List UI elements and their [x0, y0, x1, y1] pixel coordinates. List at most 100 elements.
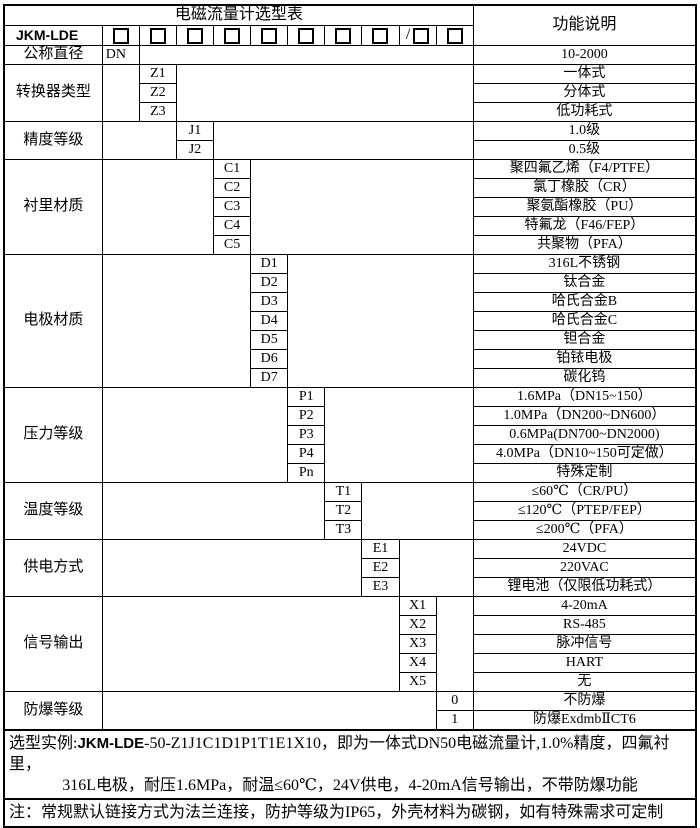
- description-cell: 哈氏合金B: [472, 292, 697, 312]
- table-row: P3 0.6MPa(DN700~DN2000): [4, 425, 697, 445]
- empty-cell: [361, 482, 474, 540]
- table-row: 公称直径 DN 10-2000: [3, 45, 697, 65]
- table-row: 电极材质 D1 316L不锈钢: [3, 254, 697, 388]
- description-cell: 10-2000: [472, 45, 697, 65]
- example-model-code: JKM-LDE: [77, 735, 145, 752]
- table-row: C5 共聚物（PFA）: [4, 235, 697, 255]
- table-title: 电磁流量计选型表: [3, 4, 474, 26]
- description-cell: 哈氏合金C: [472, 311, 697, 331]
- code-cell: E1: [361, 539, 400, 559]
- description-cell: 氯丁橡胶（CR）: [472, 178, 697, 198]
- group-label: 电极材质: [3, 254, 103, 388]
- description-cell: 316L不锈钢: [472, 254, 697, 274]
- description-cell: 1.0级: [472, 121, 697, 141]
- code-cell: C5: [213, 235, 252, 255]
- table-row: 供电方式 E1 24VDC: [3, 539, 697, 597]
- code-cell: C3: [213, 197, 252, 217]
- empty-cell: [213, 121, 474, 160]
- empty-cell: [324, 387, 474, 483]
- checkbox-icon: [335, 27, 352, 44]
- slash-separator: /: [405, 26, 411, 44]
- table-row: E3 锂电池（仅限低功耗式）: [4, 577, 697, 597]
- description-cell: 防爆ExdmbⅡCT6: [472, 710, 697, 731]
- table-row: 注：常规默认链接方式为法兰连接，防护等级为IP65，外壳材料为碳钢，如有特殊需求…: [3, 798, 697, 828]
- checkbox-icon: [149, 27, 166, 44]
- example-block: 选型实例:JKM-LDE-50-Z1J1C1D1P1T1E1X10，即为一体式D…: [3, 729, 697, 800]
- code-cell: J2: [175, 140, 215, 160]
- description-cell: 铂铱电极: [472, 349, 697, 369]
- description-cell: 不防爆: [472, 691, 697, 711]
- group-label: 温度等级: [3, 482, 103, 540]
- checkbox-icon: [187, 27, 203, 44]
- spec-sheet: 电磁流量计选型表 功能说明 JKM-LDE / 公称直径 DN 10-2000 …: [3, 4, 697, 828]
- code-cell: D3: [250, 292, 289, 312]
- checkbox-icon: [413, 27, 430, 44]
- empty-cell: [101, 539, 363, 597]
- empty-cell: [101, 482, 326, 540]
- empty-cell: [101, 159, 215, 255]
- code-box-cell: [175, 25, 215, 46]
- group-label: 转换器类型: [3, 64, 103, 122]
- code-cell: X1: [398, 596, 437, 616]
- code-cell: P3: [287, 425, 326, 445]
- function-column-header: 功能说明: [472, 4, 697, 46]
- checkbox-icon: [372, 27, 389, 44]
- code-cell: T2: [324, 501, 363, 521]
- description-cell: 特殊定制: [472, 463, 697, 483]
- code-box-cell: [138, 25, 177, 46]
- empty-cell: [101, 387, 289, 483]
- selection-table: 电磁流量计选型表 功能说明 JKM-LDE / 公称直径 DN 10-2000 …: [3, 4, 697, 828]
- group-label: 供电方式: [3, 539, 103, 597]
- description-cell: 特氟龙（F46/FEP）: [472, 216, 697, 236]
- description-cell: 1.6MPa（DN15~150）: [472, 387, 697, 407]
- code-cell: T3: [324, 520, 363, 540]
- description-cell: 1.0MPa（DN200~DN600）: [472, 406, 697, 426]
- code-box-cell: [361, 25, 400, 46]
- code-cell: 0: [435, 691, 474, 711]
- checkbox-icon: [261, 27, 278, 44]
- example-line1-rest: -50-Z1J1C1D1P1T1E1X10，即为一体式DN50电磁流量计,1.0…: [9, 735, 670, 773]
- code-cell: P1: [287, 387, 326, 407]
- code-cell: Z3: [138, 102, 177, 122]
- empty-cell: [101, 596, 400, 692]
- description-cell: 4-20mA: [472, 596, 697, 616]
- empty-cell: [138, 45, 474, 65]
- code-cell: X2: [398, 615, 437, 635]
- code-cell: C4: [213, 216, 252, 236]
- table-row: 温度等级 T1 ≤60℃（CR/PU）: [3, 482, 697, 540]
- code-cell: X3: [398, 634, 437, 654]
- description-cell: 24VDC: [472, 539, 697, 559]
- example-line1: 选型实例:JKM-LDE-50-Z1J1C1D1P1T1E1X10，即为一体式D…: [9, 733, 691, 775]
- code-cell: E2: [361, 558, 400, 578]
- description-cell: 共聚物（PFA）: [472, 235, 697, 255]
- empty-cell: [101, 691, 437, 731]
- table-row: 信号输出 X1 4-20mA: [3, 596, 697, 692]
- table-row: P2 1.0MPa（DN200~DN600）: [4, 406, 697, 426]
- table-row: 压力等级 P1 1.6MPa（DN15~150）: [3, 387, 697, 483]
- description-cell: 聚四氟乙烯（F4/PTFE）: [472, 159, 697, 179]
- description-cell: 碳化钨: [472, 368, 697, 388]
- code-cell: P4: [287, 444, 326, 464]
- checkbox-icon: [224, 27, 241, 44]
- description-cell: 0.6MPa(DN700~DN2000): [472, 425, 697, 445]
- table-row: 转换器类型 Z1 一体式: [3, 64, 697, 122]
- checkbox-icon: [112, 27, 129, 44]
- description-cell: ≤120℃（PTEP/FEP）: [472, 501, 697, 521]
- group-label: 防爆等级: [3, 691, 103, 731]
- code-box-cell: [287, 25, 326, 46]
- empty-cell: [250, 159, 474, 255]
- code-cell: E3: [361, 577, 400, 597]
- empty-cell: [175, 64, 474, 122]
- table-row: D3 哈氏合金B: [4, 292, 697, 312]
- code-cell: J1: [175, 121, 215, 141]
- table-row: 衬里材质 C1 聚四氟乙烯（F4/PTFE）: [3, 159, 697, 255]
- description-cell: ≤60℃（CR/PU）: [472, 482, 697, 502]
- empty-cell: [101, 254, 252, 388]
- description-cell: 4.0MPa（DN10~150可定做）: [472, 444, 697, 464]
- description-cell: 0.5级: [472, 140, 697, 160]
- description-cell: 脉冲信号: [472, 634, 697, 654]
- code-cell: Pn: [287, 463, 326, 483]
- code-box-cell: [435, 25, 474, 46]
- group-label: 公称直径: [3, 45, 103, 65]
- group-label: 压力等级: [3, 387, 103, 483]
